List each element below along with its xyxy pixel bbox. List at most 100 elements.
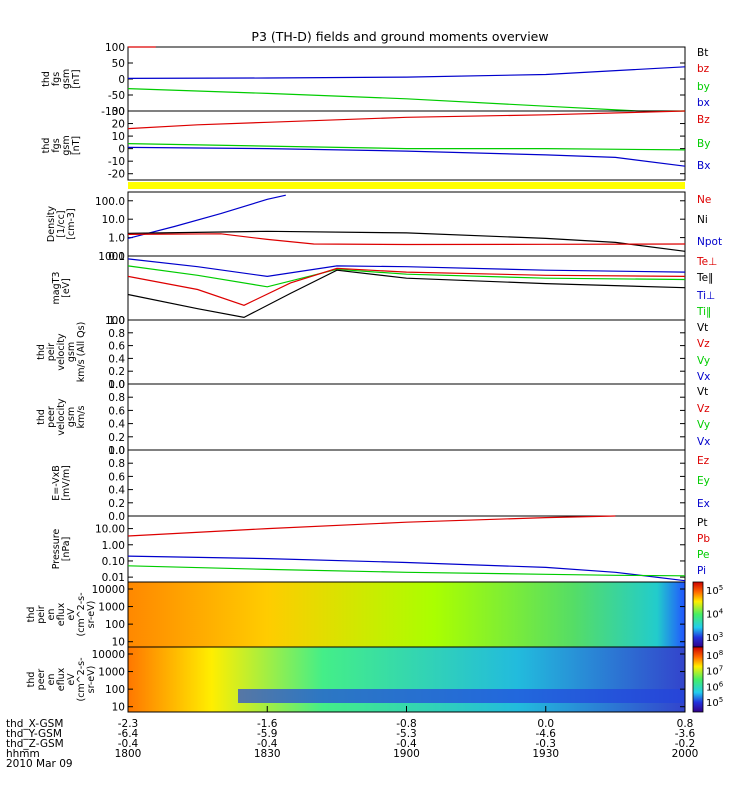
y-tick-label: 0.2 (108, 498, 125, 510)
y-axis-label: eV (66, 608, 77, 621)
legend-Vt: Vt (697, 322, 708, 334)
y-tick-label: 10.0 (102, 214, 125, 226)
y-axis-label: thd (26, 607, 37, 623)
x-tick-label: -5.9 (257, 728, 278, 740)
colorbar-tick-label: 105 (706, 584, 723, 597)
colorbar-tick-label: 105 (706, 696, 723, 709)
y-tick-label: -50 (108, 90, 125, 102)
y-axis-label: peir (36, 605, 47, 624)
x-tick-label: 0.0 (537, 718, 554, 730)
y-tick-label: -100 (101, 106, 125, 118)
y-axis-label: (cm^2-s- (76, 593, 87, 637)
x-tick-label: -0.8 (396, 718, 417, 730)
y-axis-label: Density (46, 206, 57, 242)
y-axis-label: eflux (56, 602, 67, 626)
legend-Pt: Pt (697, 517, 707, 529)
y-axis-label: sr-eV) (86, 666, 97, 694)
legend-Vx: Vx (697, 436, 710, 448)
y-axis-label: [eV] (61, 278, 72, 298)
y-tick-label: 10.00 (95, 524, 125, 536)
y-tick-label: 0.0 (108, 511, 125, 523)
y-tick-label: 100 (105, 42, 125, 54)
y-axis-label: [nT] (71, 136, 82, 155)
x-tick-label: -2.3 (118, 718, 139, 730)
x-tick-label: -1.6 (257, 718, 278, 730)
legend-Vz: Vz (697, 338, 710, 350)
y-tick-label: 0.6 (108, 471, 125, 483)
mode-bar (128, 182, 685, 189)
x-tick-label: -5.3 (396, 728, 417, 740)
legend-Npot: Npot (697, 236, 722, 248)
colorbar (692, 581, 704, 648)
legend-by: by (697, 81, 710, 93)
legend-Vy: Vy (697, 419, 710, 431)
y-tick-label: 0.4 (108, 353, 125, 365)
time-tick-label: 1800 (115, 748, 142, 760)
series-Ti⊥-line (127, 258, 686, 278)
orbit-row-label: thd_Z-GSM (6, 738, 64, 750)
y-tick-label: 10000 (92, 584, 125, 596)
y-tick-label: 10 (112, 637, 125, 649)
legend-Vt: Vt (697, 386, 708, 398)
y-axis-label: [mV/m] (61, 465, 72, 501)
y-tick-label: -20 (108, 169, 125, 181)
x-tick-label: -0.3 (536, 738, 557, 750)
panel-peir_eflux: 105 104 103 10000 1000 100 10 thd peir en eflux eV(… (26, 581, 724, 649)
series-Npot-line (127, 194, 286, 239)
time-axis: -2.3-6.4-0.41800-1.6-5.9-0.41830-0.8-5.3… (6, 706, 698, 770)
y-tick-label: 0.8 (108, 392, 125, 404)
y-tick-label: 1.0 (108, 315, 125, 327)
colorbar-tick-label: 104 (706, 608, 724, 621)
y-tick-label: 0.2 (108, 366, 125, 378)
x-tick-label: -0.4 (396, 738, 417, 750)
legend-bx: bx (697, 97, 710, 109)
x-tick-label: -0.4 (257, 738, 278, 750)
series-By-line (127, 88, 685, 112)
y-axis-label: thd (26, 672, 37, 688)
y-axis-label: gsm (61, 135, 72, 155)
y-axis-label: thd (41, 138, 52, 154)
y-tick-label: 1000 (98, 667, 125, 679)
y-axis-label: Pressure (51, 529, 62, 570)
y-tick-label: 1000 (98, 602, 125, 614)
y-axis-label: thd (36, 344, 47, 360)
y-tick-label: 1.0 (108, 379, 125, 391)
y-tick-label: 1.0 (108, 233, 125, 245)
series-Te‖-line (127, 269, 686, 319)
x-tick-label: 0.8 (677, 718, 694, 730)
panel-frame (127, 255, 686, 321)
y-axis-label: eflux (56, 667, 67, 691)
series-Pt-line (127, 515, 616, 537)
series-Ne-line (127, 233, 686, 246)
y-tick-label: 10 (112, 131, 125, 143)
legend-Ex: Ex (697, 498, 710, 510)
series-Pi-line (127, 555, 686, 582)
y-axis-label: peir (46, 343, 57, 362)
y-axis-label: km/s (All Qs) (76, 322, 87, 383)
y-axis-label: (cm^2-s- (76, 658, 87, 702)
y-axis-label: thd (36, 409, 47, 425)
x-tick-label: -0.2 (675, 738, 696, 750)
series-Bz-line (127, 110, 686, 130)
y-tick-label: 0.6 (108, 341, 125, 353)
y-tick-label: 100 (105, 619, 125, 631)
colorbar (692, 646, 704, 713)
spectrogram (128, 582, 685, 647)
orbit-row-label: thd_Y-GSM (6, 728, 62, 740)
legend-Bz: Bz (697, 114, 710, 126)
series-Pe-line (127, 565, 686, 577)
panel-frame (127, 46, 686, 112)
legend-Pb: Pb (697, 533, 710, 545)
legend-Te⊥: Te⊥ (696, 256, 717, 268)
y-axis-label: en (46, 609, 57, 621)
y-tick-label: 10 (112, 702, 125, 714)
y-tick-label: 1000 (98, 251, 125, 263)
legend-Bx: Bx (697, 160, 710, 172)
legend-By: By (697, 138, 710, 150)
legend-Ey: Ey (697, 475, 710, 487)
